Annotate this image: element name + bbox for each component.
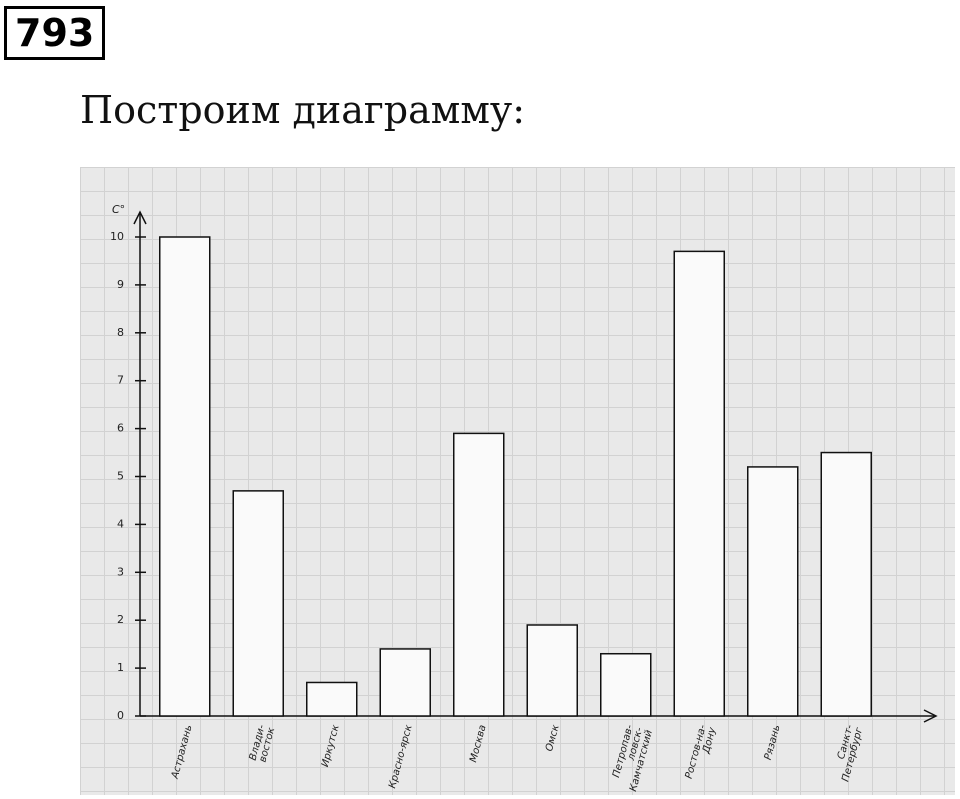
y-tick-label: 7 bbox=[117, 374, 124, 387]
y-tick-label: 3 bbox=[117, 565, 124, 578]
x-arrow bbox=[923, 709, 938, 723]
y-tick-label: 4 bbox=[117, 517, 124, 530]
y-label: C° bbox=[112, 203, 125, 216]
bar bbox=[379, 648, 431, 717]
y-tick-label: 8 bbox=[117, 326, 124, 339]
y-tick-label: 9 bbox=[117, 278, 124, 291]
bar bbox=[526, 624, 578, 717]
y-tick-label: 1 bbox=[117, 661, 124, 674]
paper bbox=[80, 167, 955, 795]
y-tick-label: 0 bbox=[117, 709, 124, 722]
bar bbox=[673, 250, 725, 717]
y-tick-label: 6 bbox=[117, 422, 124, 435]
bar bbox=[159, 236, 211, 717]
y-tick-label: 2 bbox=[117, 613, 124, 626]
task-number: 793 bbox=[4, 6, 106, 60]
bar bbox=[306, 681, 358, 717]
bar bbox=[600, 652, 652, 717]
bar bbox=[453, 432, 505, 717]
bar bbox=[747, 466, 799, 717]
y-tick-label: 10 bbox=[110, 230, 124, 243]
y-arrow bbox=[133, 210, 147, 225]
bar bbox=[232, 490, 284, 717]
bar bbox=[820, 451, 872, 717]
heading: Построим диаграмму: bbox=[80, 88, 526, 132]
y-tick-label: 5 bbox=[117, 470, 124, 483]
